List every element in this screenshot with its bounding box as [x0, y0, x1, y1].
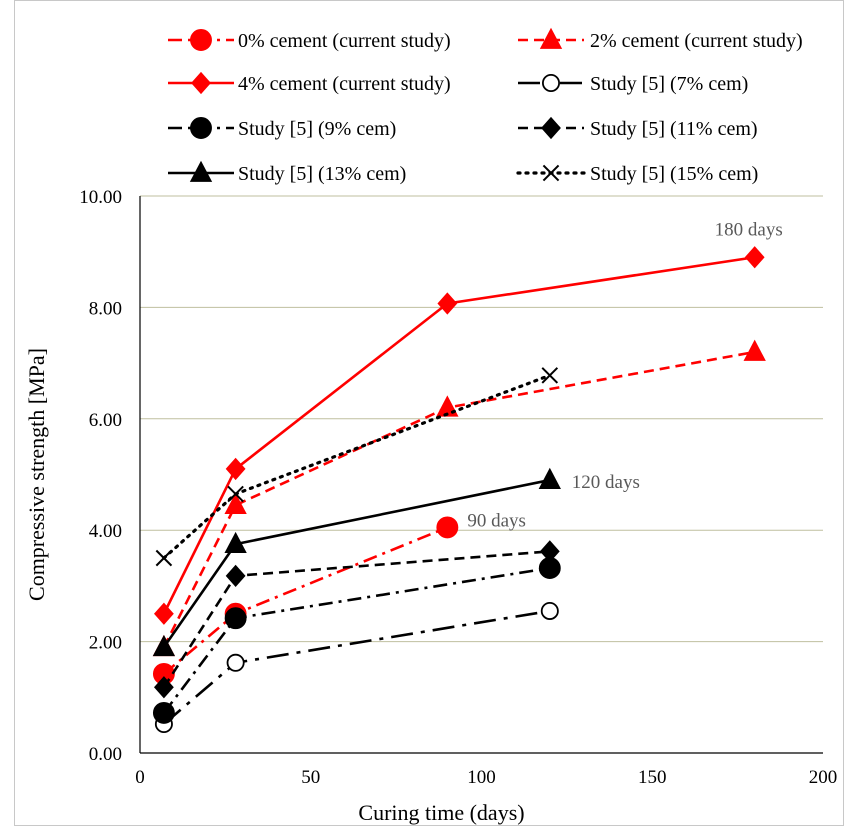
series-line: [162, 255, 755, 615]
y-tick-label: 10.00: [79, 187, 122, 208]
data-point: [436, 516, 459, 539]
x-tick-label: 200: [809, 767, 838, 788]
data-point: [540, 601, 559, 620]
series-6: [152, 467, 561, 657]
series-line: [163, 526, 448, 675]
series-7: [155, 367, 559, 567]
legend-label: 0% cement (current study): [238, 30, 451, 52]
data-point: [744, 246, 765, 269]
data-point: [152, 634, 176, 657]
legend-marker: [542, 74, 561, 93]
legend-marker: [190, 117, 212, 139]
legend-marker: [190, 29, 212, 51]
series-line: [162, 566, 551, 714]
legend: 0% cement (current study) 2% cement (curr…: [168, 27, 803, 185]
annotation-label: 180 days: [715, 219, 783, 240]
legend-marker: [189, 160, 213, 182]
legend-label: Study [5] (13% cem): [238, 163, 406, 185]
y-tick-label: 6.00: [89, 410, 122, 431]
legend-label: Study [5] (9% cem): [238, 118, 396, 140]
gridlines: [140, 195, 823, 643]
series-3: [154, 601, 559, 734]
x-tick-label: 150: [638, 767, 667, 788]
data-point: [541, 367, 559, 384]
y-tick-label: 0.00: [89, 744, 122, 765]
data-point: [152, 701, 175, 724]
data-point: [538, 467, 561, 489]
annotation-label: 90 days: [467, 510, 526, 531]
legend-item: Study [5] (13% cem): [168, 160, 406, 185]
y-tick-label: 4.00: [89, 521, 122, 542]
legend-item: Study [5] (11% cem): [518, 116, 758, 140]
legend-label: 4% cement (current study): [238, 73, 451, 95]
data-point: [154, 602, 174, 625]
data-point: [154, 676, 174, 699]
data-point: [225, 457, 246, 481]
series-5: [154, 540, 560, 699]
y-tick-label: 8.00: [89, 298, 122, 319]
legend-item: Study [5] (9% cem): [168, 117, 396, 140]
series-2: [154, 246, 765, 625]
legend-label: Study [5] (15% cem): [590, 163, 758, 185]
legend-item: 0% cement (current study): [168, 29, 451, 52]
series-4: [152, 557, 561, 724]
legend-item: Study [5] (7% cem): [518, 73, 748, 95]
x-axis-title: Curing time (days): [358, 800, 524, 825]
x-tick-label: 100: [467, 767, 496, 788]
data-point: [224, 531, 247, 554]
legend-label: Study [5] (11% cem): [590, 118, 758, 140]
legend-marker: [539, 27, 563, 49]
legend-label: Study [5] (7% cem): [590, 73, 748, 95]
x-tick-label: 50: [301, 767, 320, 788]
data-point: [226, 653, 245, 672]
legend-marker: [541, 116, 561, 140]
data-point: [227, 485, 244, 503]
annotation-label: 120 days: [572, 472, 640, 493]
y-axis-title: Compressive strength [MPa]: [24, 348, 49, 601]
data-point: [224, 607, 247, 630]
y-tick-label: 2.00: [89, 633, 122, 654]
data-point: [743, 339, 766, 361]
legend-item: 4% cement (current study): [168, 71, 451, 95]
x-tick-label: 0: [135, 767, 145, 788]
data-point: [437, 292, 458, 315]
legend-marker: [542, 164, 560, 182]
data-point: [155, 549, 173, 567]
legend-item: Study [5] (15% cem): [516, 163, 758, 185]
legend-marker: [191, 71, 211, 95]
legend-label: 2% cement (current study): [590, 30, 803, 52]
series-line: [162, 350, 755, 648]
series-line: [163, 609, 551, 726]
data-point: [539, 540, 560, 563]
legend-item: 2% cement (current study): [518, 27, 803, 52]
chart-frame: [14, 0, 844, 826]
data-point: [224, 492, 247, 515]
data-point: [225, 564, 246, 588]
